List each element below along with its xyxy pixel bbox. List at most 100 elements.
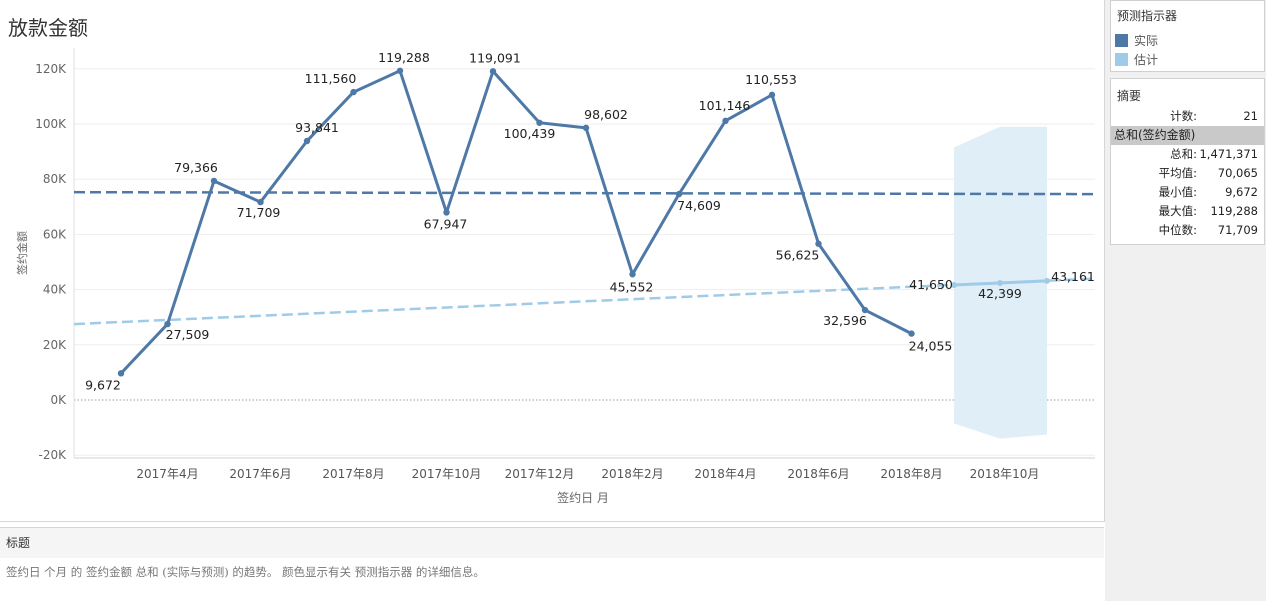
- summary-count-value: 21: [1243, 109, 1258, 123]
- trend-line-actual: [73, 190, 1096, 196]
- data-point-actual: [443, 209, 450, 216]
- caption-text: 签约日 个月 的 签约金额 总和 (实际与预测) 的趋势。 颜色显示有关 预测指…: [6, 565, 485, 579]
- summary-row-median: 中位数: 71,709: [1111, 221, 1264, 240]
- data-point-actual: [629, 271, 636, 278]
- data-label-actual: 27,509: [166, 327, 210, 342]
- summary-row-label: 平均值:: [1158, 166, 1197, 180]
- x-axis-title: 签约日 月: [557, 490, 609, 505]
- data-label-actual: 111,560: [305, 71, 357, 86]
- data-point-actual: [489, 68, 497, 75]
- y-tick-label: 80K: [43, 172, 67, 186]
- x-tick-label: 2018年8月: [880, 467, 942, 481]
- line-chart[interactable]: -20K 0K 20K 40K 60K 80K 100K 120K 2017年4月 2017年6月…: [0, 0, 1104, 521]
- summary-row-value: 71,709: [1217, 223, 1258, 237]
- legend-swatch-actual: [1115, 34, 1128, 47]
- summary-row-avg: 平均值: 70,065: [1111, 164, 1264, 183]
- data-label-actual: 79,366: [174, 160, 218, 175]
- summary-row-label: 中位数:: [1158, 223, 1197, 237]
- data-label-estimate: 41,650: [909, 277, 953, 292]
- x-tick-label: 2017年12月: [505, 467, 575, 481]
- data-point-actual: [908, 330, 915, 337]
- y-tick-label: 100K: [35, 117, 67, 131]
- data-point-actual: [536, 119, 543, 126]
- data-point-estimate: [1044, 277, 1050, 284]
- y-tick-label: 120K: [35, 62, 67, 76]
- data-label-actual: 93,841: [295, 120, 339, 135]
- chart-panel: 放款金额 -20K 0K 20K 40K 60K 80K 100K 120K 2017年4月 20…: [0, 0, 1105, 522]
- y-tick-label: 60K: [43, 227, 67, 241]
- data-label-actual: 45,552: [610, 279, 654, 294]
- data-label-actual: 119,288: [378, 50, 430, 65]
- summary-row-value: 119,288: [1210, 204, 1258, 218]
- data-label-actual: 9,672: [85, 377, 121, 392]
- summary-row-max: 最大值: 119,288: [1111, 202, 1264, 221]
- data-label-actual: 32,596: [823, 313, 867, 328]
- legend-item-actual[interactable]: 实际: [1111, 31, 1264, 50]
- x-tick-label: 2017年10月: [412, 467, 482, 481]
- summary-row-value: 70,065: [1217, 166, 1258, 180]
- legend-label-estimate: 估计: [1134, 53, 1159, 67]
- data-point-actual: [861, 306, 869, 314]
- legend-item-estimate[interactable]: 估计: [1111, 50, 1264, 69]
- summary-card: 摘要 计数: 21 总和(签约金额) 总和: 1,471,371 平均值: 70…: [1110, 78, 1265, 245]
- caption-title: 标题: [0, 528, 1104, 558]
- data-point-actual: [350, 88, 357, 96]
- data-label-actual: 71,709: [237, 205, 281, 220]
- x-tick-label: 2017年4月: [136, 467, 198, 481]
- data-point-actual: [582, 124, 590, 132]
- data-point-actual: [722, 117, 729, 125]
- legend-title: 预测指示器: [1117, 9, 1178, 23]
- summary-row-label: 总和:: [1170, 147, 1197, 161]
- x-tick-label: 2017年8月: [322, 467, 384, 481]
- data-point-actual: [396, 67, 404, 74]
- data-label-actual: 56,625: [776, 248, 820, 263]
- right-rail: 预测指示器 实际 估计 摘要 计数: 21 总和(签约金额) 总和: 1,471…: [1105, 0, 1266, 601]
- legend-label-actual: 实际: [1134, 34, 1159, 48]
- data-point-actual: [210, 177, 218, 185]
- y-tick-label: 40K: [43, 283, 67, 297]
- data-point-estimate: [997, 279, 1003, 286]
- data-label-actual: 100,439: [504, 126, 556, 141]
- data-point-actual: [675, 190, 683, 198]
- x-tick-label: 2018年4月: [694, 467, 756, 481]
- data-label-actual: 101,146: [699, 98, 751, 113]
- data-label-actual: 110,553: [745, 72, 797, 87]
- x-tick-label: 2018年6月: [787, 467, 849, 481]
- summary-row-min: 最小值: 9,672: [1111, 183, 1264, 202]
- data-point-actual: [303, 137, 311, 145]
- data-label-actual: 74,609: [677, 198, 721, 213]
- summary-row-value: 1,471,371: [1199, 147, 1258, 161]
- summary-title: 摘要: [1117, 89, 1142, 103]
- data-label-actual: 98,602: [584, 107, 628, 122]
- data-label-estimate: 43,161: [1051, 269, 1095, 284]
- data-point-actual: [164, 320, 171, 328]
- summary-row-value: 9,672: [1225, 185, 1258, 199]
- summary-group-header: 总和(签约金额): [1111, 126, 1264, 145]
- chart-title: 放款金额: [8, 16, 88, 40]
- data-point-estimate: [951, 282, 957, 289]
- data-point-actual: [768, 91, 776, 99]
- summary-count-label: 计数:: [1170, 109, 1197, 123]
- summary-row-label: 最大值:: [1158, 204, 1197, 218]
- data-label-estimate: 42,399: [978, 286, 1022, 301]
- summary-row-sum: 总和: 1,471,371: [1111, 145, 1264, 164]
- y-tick-label: -20K: [39, 448, 68, 462]
- caption-panel: 标题 签约日 个月 的 签约金额 总和 (实际与预测) 的趋势。 颜色显示有关 …: [0, 527, 1104, 602]
- data-point-actual: [117, 370, 125, 377]
- summary-row-label: 最小值:: [1158, 185, 1197, 199]
- legend-swatch-estimate: [1115, 53, 1128, 66]
- summary-count-row: 计数: 21: [1111, 107, 1264, 126]
- x-tick-label: 2017年6月: [229, 467, 291, 481]
- series-line-actual: [119, 69, 913, 375]
- data-point-actual: [815, 240, 822, 247]
- data-label-actual: 67,947: [424, 216, 468, 231]
- trend-line-estimate: [73, 277, 1096, 326]
- data-label-actual: 119,091: [469, 50, 521, 65]
- x-tick-label: 2018年10月: [970, 467, 1040, 481]
- y-axis-title: 签约金额: [15, 231, 29, 275]
- x-tick-label: 2018年2月: [601, 467, 663, 481]
- y-tick-label: 20K: [43, 338, 67, 352]
- y-tick-label: 0K: [50, 393, 67, 407]
- legend-card: 预测指示器 实际 估计: [1110, 0, 1265, 72]
- data-point-actual: [257, 198, 264, 206]
